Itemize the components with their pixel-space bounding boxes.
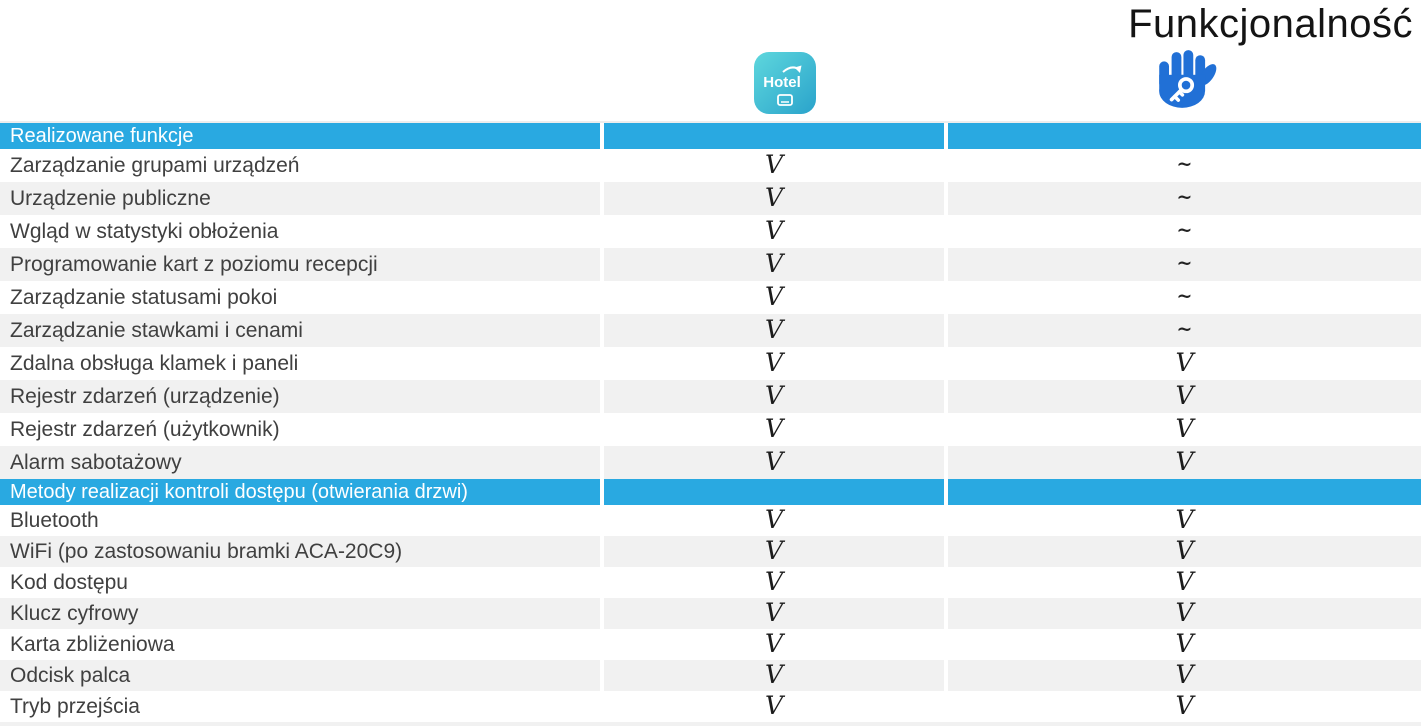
- table-row: Odcisk palca V V: [0, 660, 1421, 691]
- hand-mark: V: [1175, 414, 1194, 443]
- hotel-mark: V: [764, 249, 784, 278]
- hand-mark: V: [1175, 381, 1194, 410]
- hotel-mark: V: [764, 536, 784, 565]
- hotel-mark: V: [764, 282, 784, 311]
- hand-mark: V: [1175, 567, 1194, 596]
- feature-label: Kod dostępu: [0, 567, 600, 598]
- hand-with-key-icon-svg: [1159, 50, 1217, 108]
- table-row: Klucz cyfrowy V V: [0, 598, 1421, 629]
- section-realizowane-funkcje: Realizowane funkcje Zarządzanie grupami …: [0, 123, 1421, 479]
- section-header-row: Realizowane funkcje: [0, 123, 1421, 149]
- feature-label: Rejestr zdarzeń (użytkownik): [0, 413, 600, 446]
- hand-mark: ~: [1176, 153, 1193, 175]
- section-header-spacer: [604, 479, 944, 505]
- feature-label: Zarządzanie grupami urządzeń: [0, 149, 600, 182]
- hotel-mark: V: [764, 505, 784, 534]
- hand-mark: V: [1175, 629, 1194, 658]
- section-header-label: Realizowane funkcje: [0, 123, 600, 149]
- feature-label: Zdalna obsługa klamek i paneli: [0, 347, 600, 380]
- table-row: Rejestr zdarzeń (użytkownik) V V: [0, 413, 1421, 446]
- hotel-mark: V: [764, 315, 784, 344]
- hotel-mark: V: [764, 691, 784, 720]
- hand-mark: V: [1175, 536, 1194, 565]
- table-row: Rejestr zdarzeń (urządzenie) V V: [0, 380, 1421, 413]
- feature-label: WiFi (po zastosowaniu bramki ACA-20C9): [0, 536, 600, 567]
- hand-mark: V: [1175, 447, 1194, 476]
- feature-label: Karta zbliżeniowa: [0, 629, 600, 660]
- table-row: Zarządzanie statusami pokoi V ~: [0, 281, 1421, 314]
- feature-label: Klucz cyfrowy: [0, 598, 600, 629]
- feature-label: Urządzenie publiczne: [0, 182, 600, 215]
- table-row: WiFi (po zastosowaniu bramki ACA-20C9) V…: [0, 536, 1421, 567]
- hotel-mark: V: [764, 348, 784, 377]
- clipped-next-row: [0, 722, 1421, 726]
- feature-label: Zarządzanie stawkami i cenami: [0, 314, 600, 347]
- table-row: Wgląd w statystyki obłożenia V ~: [0, 215, 1421, 248]
- hotel-mark: V: [764, 660, 784, 689]
- table-row: Zdalna obsługa klamek i paneli V V: [0, 347, 1421, 380]
- feature-label: Bluetooth: [0, 505, 600, 536]
- page-title: Funkcjonalność: [1128, 2, 1413, 46]
- hotel-mark: V: [764, 447, 784, 476]
- table-row: Tryb przejścia V V: [0, 691, 1421, 722]
- table-row: Zarządzanie grupami urządzeń V ~: [0, 149, 1421, 182]
- hotel-mark: V: [764, 598, 784, 627]
- feature-label: Alarm sabotażowy: [0, 446, 600, 479]
- table-row: Zarządzanie stawkami i cenami V ~: [0, 314, 1421, 347]
- hotel-mark: V: [764, 629, 784, 658]
- table-row: Bluetooth V V: [0, 505, 1421, 536]
- hotel-mark: V: [764, 381, 784, 410]
- table-row: Urządzenie publiczne V ~: [0, 182, 1421, 215]
- feature-label: Programowanie kart z poziomu recepcji: [0, 248, 600, 281]
- section-header-row: Metody realizacji kontroli dostępu (otwi…: [0, 479, 1421, 505]
- feature-label: Zarządzanie statusami pokoi: [0, 281, 600, 314]
- hand-mark: V: [1175, 505, 1194, 534]
- hand-mark: ~: [1176, 285, 1193, 307]
- hand-mark: ~: [1176, 252, 1193, 274]
- table-row: Programowanie kart z poziomu recepcji V …: [0, 248, 1421, 281]
- section-header-spacer: [948, 479, 1421, 505]
- hotel-mark: V: [764, 414, 784, 443]
- hotel-mark: V: [764, 183, 784, 212]
- hand-mark: V: [1175, 691, 1194, 720]
- hand-mark: ~: [1176, 186, 1193, 208]
- section-header-spacer: [604, 123, 944, 149]
- table-row: Alarm sabotażowy V V: [0, 446, 1421, 479]
- hotel-app-icon: Hotel: [753, 51, 817, 115]
- section-header-spacer: [948, 123, 1421, 149]
- feature-label: Odcisk palca: [0, 660, 600, 691]
- hand-mark: ~: [1176, 318, 1193, 340]
- hand-mark: ~: [1176, 219, 1193, 241]
- hand-with-key-icon: [1152, 48, 1218, 114]
- hotel-app-icon-svg: Hotel: [754, 52, 816, 114]
- feature-label: Tryb przejścia: [0, 691, 600, 722]
- hotel-icon-text: Hotel: [763, 74, 801, 91]
- hotel-mark: V: [764, 567, 784, 596]
- section-metody-dostepu: Metody realizacji kontroli dostępu (otwi…: [0, 479, 1421, 722]
- hand-mark: V: [1175, 598, 1194, 627]
- table-row: Karta zbliżeniowa V V: [0, 629, 1421, 660]
- hotel-icon-monitor-glyph: [777, 94, 793, 106]
- table-row: Kod dostępu V V: [0, 567, 1421, 598]
- section-header-label: Metody realizacji kontroli dostępu (otwi…: [0, 479, 600, 505]
- comparison-table: Realizowane funkcje Zarządzanie grupami …: [0, 121, 1421, 726]
- feature-label: Rejestr zdarzeń (urządzenie): [0, 380, 600, 413]
- hand-mark: V: [1175, 660, 1194, 689]
- key-glyph: [1169, 77, 1195, 102]
- hotel-mark: V: [764, 216, 784, 245]
- hotel-mark: V: [764, 150, 784, 179]
- feature-label: Wgląd w statystyki obłożenia: [0, 215, 600, 248]
- hand-mark: V: [1175, 348, 1194, 377]
